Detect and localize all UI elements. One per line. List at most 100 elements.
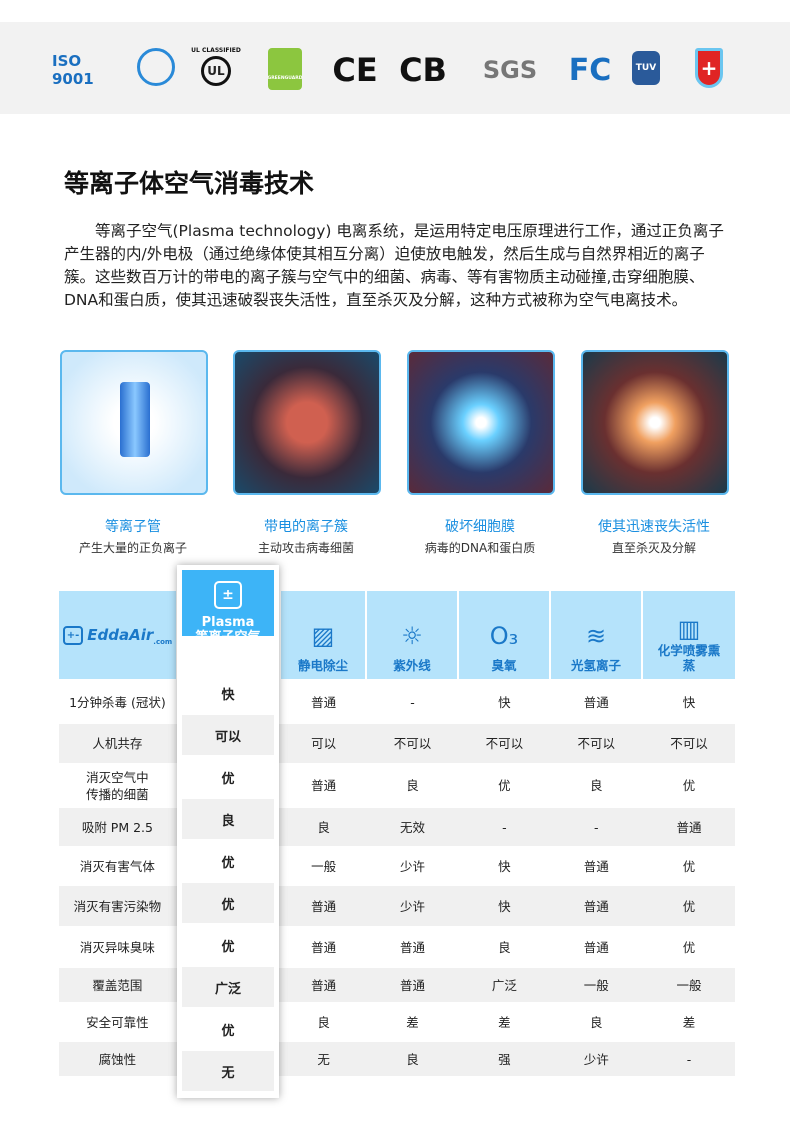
- iso9001-logo: ISO 9001: [52, 52, 94, 88]
- sgs-logo: SGS: [482, 56, 538, 84]
- ul-logo: UL CLASSIFIED UL: [191, 40, 241, 92]
- table-cell: -: [593, 819, 599, 835]
- plasma-cell: 可以: [182, 715, 274, 755]
- seal-logo: [137, 48, 175, 86]
- plasma-cell: 优: [221, 771, 235, 787]
- table-cell: 良: [406, 1051, 419, 1067]
- ion-cluster-image: [233, 350, 381, 495]
- table-cell: 普通: [311, 694, 337, 710]
- step-subtitle: 主动攻击病毒细菌: [257, 541, 354, 555]
- table-cell: 广泛: [491, 977, 517, 993]
- column-header: ▥ 化学喷雾熏蒸: [643, 591, 735, 679]
- table-cell: 优: [682, 858, 696, 874]
- step-title: 等离子管: [105, 519, 161, 535]
- table-cell: 优: [682, 778, 696, 793]
- greenguard-logo: GREENGUARD: [268, 48, 302, 90]
- table-cell: 普通: [583, 939, 609, 955]
- tuv-logo: TUV: [632, 51, 660, 85]
- column-header: O₃ 臭氧: [459, 591, 549, 679]
- table-cell: 良: [589, 778, 603, 793]
- plasma-column-card: ± Plasma 等离子空气 快可以优良优优优广泛优无: [177, 565, 279, 1098]
- table-cell: 优: [682, 898, 696, 914]
- table-cell: 优: [498, 778, 511, 793]
- row-label: 覆盖范围: [92, 977, 143, 993]
- intro-paragraph: 等离子空气(Plasma technology) 电离系统，是运用特定电压原理进…: [64, 222, 724, 309]
- table-cell: 一般: [583, 977, 609, 993]
- row-label: 1分钟杀毒 (冠状): [69, 694, 166, 710]
- row-label: 消灭有害气体: [79, 858, 155, 874]
- table-row: 消灭异味臭味 普通 普通 良 普通 优: [59, 928, 735, 966]
- step-caption: 带电的离子簇 主动攻击病毒细菌: [216, 516, 396, 556]
- plasma-cell: 优: [182, 883, 274, 923]
- table-cell: 普通: [583, 694, 609, 710]
- table-cell: 普通: [311, 778, 337, 793]
- step-caption: 使其迅速丧失活性 直至杀灭及分解: [564, 516, 744, 556]
- table-row: 消灭空气中 传播的细菌 普通 良 优 良 优: [59, 765, 735, 806]
- table-cell: -: [502, 819, 507, 835]
- cell-membrane-image: [407, 350, 555, 495]
- table-row: 人机共存 可以 不可以 不可以 不可以 不可以: [59, 724, 735, 763]
- table-cell: 良: [589, 1014, 603, 1030]
- column-header: ≋ 光氢离子: [551, 591, 641, 679]
- ce-logo: CE: [332, 51, 378, 89]
- table-cell: 普通: [583, 898, 609, 914]
- step-title: 带电的离子簇: [264, 519, 348, 535]
- table-cell: 优: [682, 939, 696, 955]
- plus-minus-icon: ±: [214, 581, 242, 609]
- step-title: 破坏细胞膜: [445, 519, 515, 535]
- table-cell: 快: [682, 694, 696, 710]
- row-label: 消灭空气中 传播的细菌: [86, 769, 149, 802]
- row-label: 人机共存: [92, 736, 143, 751]
- row-label: 吸附 PM 2.5: [81, 819, 153, 835]
- plasma-cell: 广泛: [182, 967, 274, 1007]
- table-cell: 不可以: [670, 736, 708, 751]
- ul-classified-text: UL CLASSIFIED: [191, 46, 241, 54]
- greenguard-text: GREENGUARD: [267, 76, 303, 81]
- step-subtitle: 直至杀灭及分解: [611, 541, 696, 555]
- row-label: 安全可靠性: [86, 1014, 149, 1030]
- table-cell: 快: [498, 898, 511, 914]
- step-title: 使其迅速丧失活性: [598, 519, 710, 535]
- table-cell: 良: [406, 778, 419, 793]
- table-cell: 一般: [311, 858, 337, 874]
- table-cell: 普通: [311, 898, 337, 914]
- table-cell: 普通: [311, 939, 337, 955]
- table-cell: 差: [682, 1014, 696, 1030]
- table-cell: 可以: [311, 736, 337, 751]
- step-subtitle: 病毒的DNA和蛋白质: [424, 541, 536, 555]
- table-cell: 普通: [676, 819, 702, 835]
- plasma-header: ± Plasma 等离子空气: [182, 570, 274, 645]
- plasma-cell: 优: [221, 939, 235, 955]
- column-label: 静电除尘: [297, 658, 348, 673]
- row-label: 消灭有害污染物: [73, 898, 162, 914]
- heat-wave-icon: ≋: [585, 622, 607, 650]
- eddaair-logo-icon: +-: [62, 625, 84, 645]
- table-cell: 良: [317, 819, 330, 835]
- table-cell: 无效: [399, 819, 425, 835]
- table-cell: 少许: [399, 858, 425, 874]
- fc-logo: FC: [568, 52, 612, 88]
- cb-logo: CB: [399, 51, 447, 89]
- table-cell: -: [686, 1051, 692, 1067]
- plasma-label-cn: 等离子空气: [195, 630, 261, 645]
- column-header: ☼ 紫外线: [367, 591, 457, 679]
- table-cell: 普通: [399, 939, 425, 955]
- table-cell: 快: [498, 858, 511, 874]
- plasma-label: Plasma: [201, 615, 255, 630]
- table-cell: 快: [498, 694, 511, 710]
- column-label: 臭氧: [491, 658, 517, 673]
- ozone-icon: O₃: [489, 622, 519, 650]
- column-label: 光氢离子: [570, 658, 621, 673]
- table-cell: 良: [498, 939, 511, 955]
- column-header: ▨ 静电除尘: [281, 591, 365, 679]
- row-label: 消灭异味臭味: [79, 939, 155, 955]
- table-cell: -: [410, 694, 415, 710]
- table-cell: 一般: [676, 977, 702, 993]
- plasma-cell: 无: [182, 1051, 274, 1091]
- step-subtitle: 产生大量的正负离子: [78, 541, 187, 555]
- table-cell: 少许: [399, 898, 425, 914]
- plasma-cell: 快: [221, 687, 235, 703]
- column-label: 化学喷雾熏蒸: [657, 643, 721, 673]
- table-row: 消灭有害气体 一般 少许 快 普通 优: [59, 848, 735, 884]
- table-cell: 强: [498, 1051, 511, 1067]
